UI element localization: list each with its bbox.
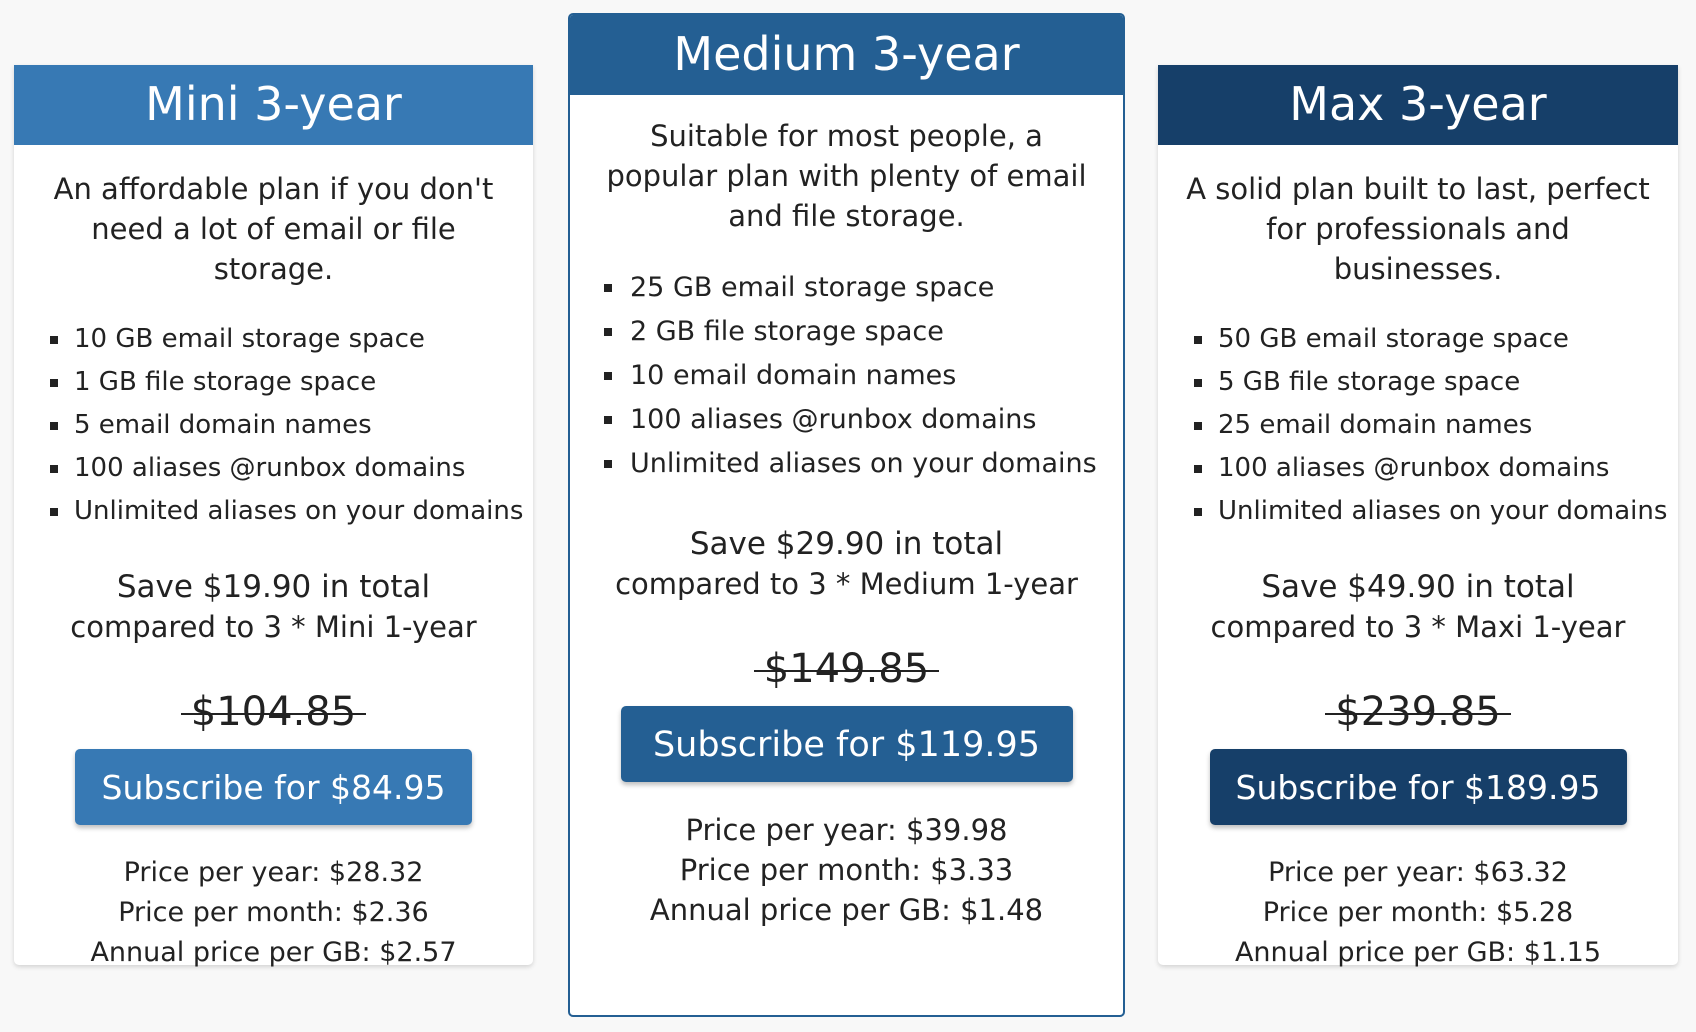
bullet-icon (1194, 508, 1202, 516)
feature-list: 50 GB email storage space 5 GB file stor… (1158, 318, 1678, 533)
feature-item: Unlimited aliases on your domains (570, 442, 1123, 486)
price-per-year: Price per year: $39.98 (685, 813, 1008, 847)
subscribe-button[interactable]: Subscribe for $84.95 (75, 749, 472, 825)
plan-card-medium: Medium 3-year Suitable for most people, … (568, 13, 1125, 1017)
plan-card-max: Max 3-year A solid plan built to last, p… (1158, 65, 1678, 968)
savings-comparison: compared to 3 * Maxi 1-year (1210, 610, 1626, 644)
plan-title: Mini 3-year (14, 65, 533, 145)
bullet-icon (50, 508, 58, 516)
original-price: $104.85 (180, 687, 367, 737)
feature-item: 5 GB file storage space (1158, 361, 1678, 404)
price-per-year: Price per year: $28.32 (123, 857, 424, 888)
subscribe-button[interactable]: Subscribe for $119.95 (620, 706, 1073, 782)
feature-item: 100 aliases @runbox domains (14, 447, 533, 490)
bullet-icon (604, 460, 612, 468)
savings-text: Save $49.90 in total compared to 3 * Max… (1158, 567, 1678, 647)
savings-text: Save $19.90 in total compared to 3 * Min… (14, 567, 533, 647)
feature-item: 50 GB email storage space (1158, 318, 1678, 361)
original-price: $149.85 (753, 644, 940, 694)
bullet-icon (1194, 465, 1202, 473)
bullet-icon (50, 336, 58, 344)
annual-price-per-gb: Annual price per GB: $1.48 (649, 893, 1044, 927)
bullet-icon (1194, 379, 1202, 387)
price-per-month: Price per month: $2.36 (118, 897, 429, 928)
plan-description: A solid plan built to last, perfect for … (1186, 172, 1650, 286)
price-per-month: Price per month: $3.33 (679, 853, 1014, 887)
bullet-icon (50, 422, 58, 430)
feature-list: 10 GB email storage space 1 GB file stor… (14, 318, 533, 533)
savings-amount: Save $49.90 in total (1261, 569, 1575, 605)
feature-item: 2 GB file storage space (570, 310, 1123, 354)
bullet-icon (1194, 422, 1202, 430)
plan-title: Max 3-year (1158, 65, 1678, 145)
plan-card-mini: Mini 3-year An affordable plan if you do… (14, 65, 533, 968)
original-price: $239.85 (1325, 687, 1512, 737)
bullet-icon (604, 416, 612, 424)
annual-price-per-gb: Annual price per GB: $1.15 (1234, 937, 1602, 968)
feature-item: 25 GB email storage space (570, 266, 1123, 310)
feature-item: 25 email domain names (1158, 404, 1678, 447)
feature-item: 1 GB file storage space (14, 361, 533, 404)
feature-list: 25 GB email storage space 2 GB file stor… (570, 266, 1123, 486)
bullet-icon (604, 372, 612, 380)
price-per-year: Price per year: $63.32 (1268, 857, 1568, 888)
feature-item: Unlimited aliases on your domains (14, 490, 533, 533)
price-stats: Price per year: $63.32 Price per month: … (1158, 853, 1678, 973)
feature-item: 10 email domain names (570, 354, 1123, 398)
savings-comparison: compared to 3 * Medium 1-year (615, 567, 1078, 601)
price-per-month: Price per month: $5.28 (1262, 897, 1574, 928)
subscribe-button[interactable]: Subscribe for $189.95 (1209, 749, 1627, 825)
plan-title: Medium 3-year (570, 15, 1123, 95)
price-stats: Price per year: $28.32 Price per month: … (14, 853, 533, 973)
savings-text: Save $29.90 in total compared to 3 * Med… (570, 524, 1123, 604)
plan-description: An affordable plan if you don't need a l… (53, 172, 494, 286)
bullet-icon (1194, 336, 1202, 344)
savings-amount: Save $29.90 in total (689, 526, 1004, 562)
bullet-icon (604, 328, 612, 336)
bullet-icon (50, 379, 58, 387)
annual-price-per-gb: Annual price per GB: $2.57 (90, 937, 457, 968)
plan-description: Suitable for most people, a popular plan… (606, 119, 1087, 233)
feature-item: 100 aliases @runbox domains (570, 398, 1123, 442)
price-stats: Price per year: $39.98 Price per month: … (570, 810, 1123, 930)
savings-comparison: compared to 3 * Mini 1-year (70, 610, 477, 644)
bullet-icon (604, 284, 612, 292)
feature-item: 5 email domain names (14, 404, 533, 447)
feature-item: 10 GB email storage space (14, 318, 533, 361)
bullet-icon (50, 465, 58, 473)
savings-amount: Save $19.90 in total (116, 569, 431, 605)
feature-item: 100 aliases @runbox domains (1158, 447, 1678, 490)
feature-item: Unlimited aliases on your domains (1158, 490, 1678, 533)
